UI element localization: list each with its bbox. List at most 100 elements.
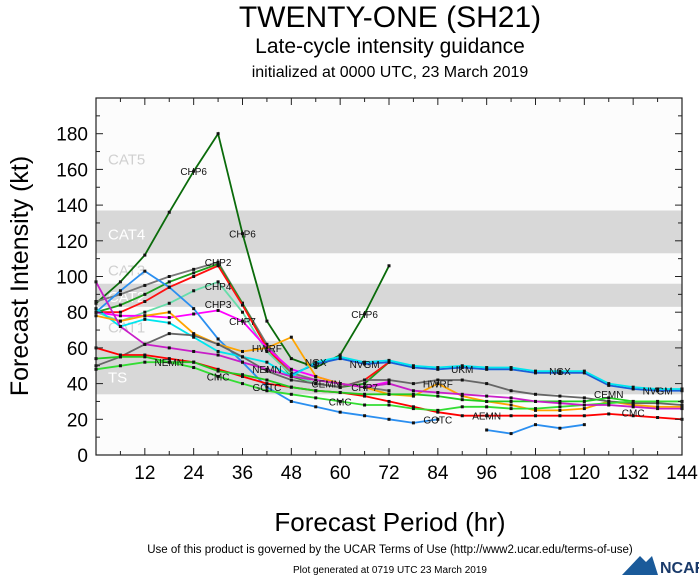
data-point [216,374,220,378]
series-label: CHP7 [229,317,256,328]
data-point [582,371,586,375]
data-point [411,421,415,425]
data-point [485,428,489,432]
data-point [216,349,220,353]
series-group [94,131,684,436]
data-point [485,405,489,409]
data-point [216,262,220,266]
data-point [460,392,464,396]
x-tick-label: 96 [476,463,497,484]
data-point [143,314,147,318]
data-point [192,289,196,293]
data-point [582,399,586,403]
data-point [241,232,244,236]
data-point [607,401,611,405]
data-point [656,401,660,405]
data-point [338,391,342,395]
data-point [265,385,269,389]
series-label: NVGM [350,360,380,371]
series-label: CEMN [594,390,623,401]
data-point [582,423,586,427]
band-label: CAT4 [108,227,145,244]
data-point [411,405,415,409]
chart-init-time: initialized at 0000 UTC, 23 March 2019 [252,64,529,81]
x-tick-label: 108 [520,463,552,484]
data-point [656,389,660,393]
x-tick-label: 120 [568,463,600,484]
data-point [509,432,513,436]
data-point [656,399,660,403]
data-point [265,382,269,386]
data-point [241,319,244,323]
data-point [631,403,635,407]
data-point [314,396,318,400]
data-point [387,264,391,268]
data-point [558,394,562,398]
y-tick-label: 60 [67,339,88,360]
data-point [411,382,415,386]
data-point [460,378,464,382]
plot-generated-time: Plot generated at 0719 UTC 23 March 2019 [293,565,487,576]
data-point [631,401,635,405]
data-point [241,310,244,314]
data-point [143,317,147,321]
data-point [363,414,367,418]
data-point [387,399,391,403]
data-point [118,292,122,296]
data-point [216,369,220,373]
series-label: HWRF [252,344,282,355]
data-point [314,389,318,393]
terms-of-use[interactable]: Use of this product is governed by the U… [147,544,633,556]
data-point [534,399,537,403]
data-point [289,374,293,378]
data-point [534,369,537,373]
data-point [534,371,537,375]
band-cat5 [96,98,682,211]
data-point [314,360,318,364]
data-point [582,403,586,407]
y-tick-label: 40 [67,375,88,396]
data-point [460,394,464,398]
data-point [558,369,562,373]
data-point [387,392,391,396]
ncar-logo-mark [622,556,658,575]
data-point [167,332,171,336]
data-point [436,408,440,412]
data-point [314,378,318,382]
data-point [363,385,367,389]
data-point [607,396,611,400]
data-point [338,355,342,359]
band-label: TS [108,369,127,386]
series-label: AEMN [472,412,501,423]
data-point [216,308,220,312]
data-point [118,310,122,314]
data-point [143,253,147,257]
data-point [436,367,440,371]
data-point [265,378,269,382]
data-point [289,378,293,382]
x-tick-label: 24 [183,463,205,484]
data-point [607,412,611,416]
data-point [485,399,489,403]
series-label: CHP6 [229,230,256,241]
data-point [582,407,586,411]
data-point [509,389,513,393]
y-tick-label: 80 [67,303,88,324]
y-axis-label: Forecast Intensity (kt) [6,156,34,396]
data-point [509,399,513,403]
data-point [241,355,244,359]
data-point [143,292,147,296]
data-point [534,392,537,396]
series-label: NEMN [155,358,184,369]
data-point [192,360,196,364]
data-point [363,362,367,366]
x-tick-label: 144 [666,463,698,484]
x-tick-label: 60 [330,463,351,484]
data-point [582,396,586,400]
data-point [289,371,293,375]
data-point [411,366,415,370]
data-point [338,410,342,414]
data-point [460,364,464,368]
data-point [289,392,293,396]
